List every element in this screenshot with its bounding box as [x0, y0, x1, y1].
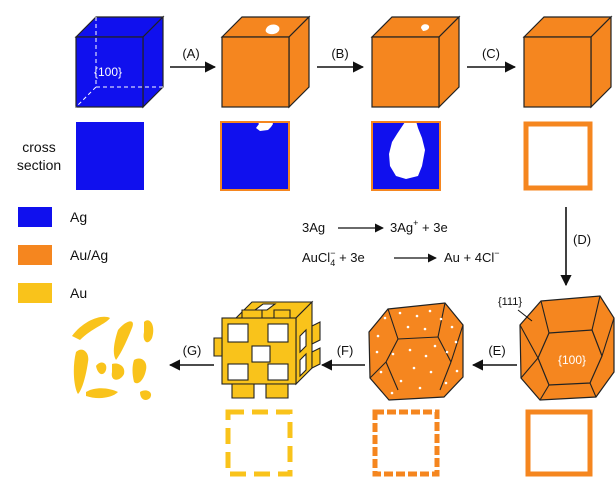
small-hole [421, 24, 430, 31]
au-ag-cube-pinhole [220, 15, 311, 109]
legend: Ag Au/Ag Au [18, 207, 108, 303]
cross-section-nanobox [523, 121, 593, 191]
legend-swatch-au-ag [18, 245, 52, 265]
facet-111-label: {111} [498, 296, 522, 308]
au-nanocage [213, 300, 321, 399]
cross-section-hollowing [371, 121, 441, 191]
cross-section-pinhole [220, 121, 290, 191]
facet-111-pointer [517, 309, 533, 322]
legend-label-ag: Ag [70, 209, 87, 225]
legend-swatch-au [18, 283, 52, 303]
cube-face-label: {100} [94, 65, 122, 79]
porous-nanobox [368, 302, 464, 401]
au-ag-nanobox [522, 15, 613, 109]
step-f-label: (F) [337, 343, 354, 358]
eq1-left: 3Ag [302, 220, 325, 235]
step-b-label: (B) [331, 46, 348, 61]
cross-section-nanocage [225, 409, 293, 477]
step-d-label: (D) [573, 232, 591, 247]
cross-section-label-line1: cross [22, 139, 55, 155]
cross-section-truncated [525, 409, 593, 477]
facet-100-label: {100} [558, 353, 586, 367]
legend-label-au-ag: Au/Ag [70, 247, 108, 263]
eq2-right: Au + 4Cl− [444, 248, 500, 265]
reaction-equations: 3Ag 3Ag+ + 3e AuCl4− + 3e Au + 4Cl− [302, 218, 500, 268]
cross-section-label-line2: section [17, 157, 61, 173]
step-c-label: (C) [482, 46, 500, 61]
pinhole-void [265, 24, 280, 35]
ag-cube: {100} [74, 15, 165, 109]
truncated-nanobox: {100} [519, 295, 615, 401]
cross-section-ag [76, 122, 144, 190]
eq1-right: 3Ag+ + 3e [390, 218, 448, 235]
step-g-label: (G) [183, 343, 202, 358]
step-a-label: (A) [182, 46, 199, 61]
legend-label-au: Au [70, 285, 87, 301]
legend-swatch-ag [18, 207, 52, 227]
pore-dots [375, 309, 459, 395]
cross-section-porous [372, 409, 440, 477]
eq2-left: AuCl4− + 3e [302, 248, 365, 268]
step-e-label: (E) [488, 343, 505, 358]
au-ag-cube-hollowing [370, 15, 461, 109]
au-fragments [72, 316, 154, 400]
